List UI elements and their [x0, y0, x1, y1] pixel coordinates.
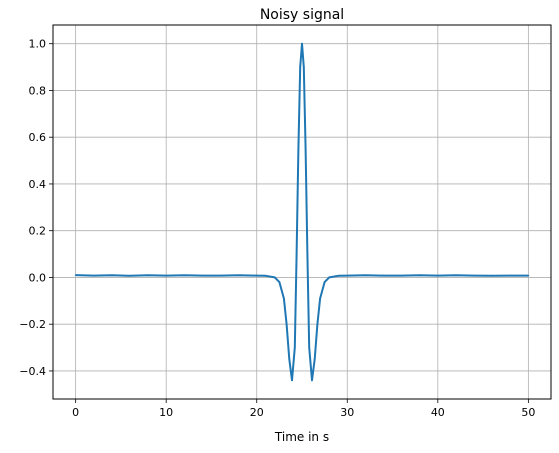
signal-point [165, 274, 167, 277]
y-tick-label: 0.0 [29, 271, 47, 284]
signal-point [328, 276, 330, 279]
signal-point [313, 358, 316, 361]
x-tick-label: 30 [340, 406, 354, 419]
signal-point [382, 274, 385, 277]
signal-point [308, 346, 311, 349]
signal-point [400, 274, 403, 277]
signal-point [509, 274, 512, 277]
signal-point [297, 148, 300, 150]
y-tick-label: −0.4 [19, 365, 46, 378]
signal-point [455, 274, 457, 277]
signal-point [418, 274, 421, 277]
signal-point [491, 275, 493, 277]
y-tick-label: −0.2 [19, 318, 46, 331]
y-tick-label: 0.6 [29, 131, 47, 144]
signal-point [274, 276, 276, 279]
signal-point [278, 281, 281, 283]
x-tick-label: 10 [159, 406, 173, 419]
signal-point [301, 42, 303, 45]
x-axis-label: Time in s [274, 430, 329, 444]
signal-point [111, 274, 113, 277]
signal-point [437, 274, 439, 277]
x-tick-label: 50 [521, 406, 535, 419]
chart-title: Noisy signal [260, 7, 344, 23]
signal-point [92, 274, 95, 277]
signal-point [288, 358, 291, 361]
plot-frame [52, 24, 552, 400]
y-tick-label: 0.8 [29, 84, 47, 97]
signal-point [219, 274, 222, 277]
signal-point [311, 379, 313, 382]
signal-line [75, 42, 529, 382]
signal-point [303, 66, 305, 68]
signal-point [527, 274, 530, 277]
signal-point [323, 281, 326, 283]
signal-point [346, 274, 349, 277]
x-tick-label: 0 [72, 406, 79, 419]
signal-point [285, 323, 288, 326]
signal-point [129, 275, 131, 277]
signal-point [291, 379, 293, 382]
signal-point [255, 274, 258, 277]
x-tick-label: 40 [431, 406, 445, 419]
signal-point [304, 148, 307, 150]
signal-point [319, 297, 321, 300]
signal-point [473, 274, 475, 277]
grid-lines [53, 25, 551, 399]
x-tick-label: 20 [250, 406, 264, 419]
signal-point [295, 253, 298, 255]
y-axis-ticks: −0.4 −0.2 0.0 0.2 0.4 0.6 0.8 1.0 [19, 38, 53, 378]
signal-point [299, 66, 301, 68]
signal-point [337, 275, 340, 277]
signal-point [201, 274, 204, 277]
y-tick-label: 0.2 [29, 225, 47, 238]
signal-point [283, 297, 285, 300]
series-layer [74, 42, 530, 382]
y-tick-label: 1.0 [29, 38, 47, 51]
signal-point [316, 323, 319, 326]
signal-point [293, 346, 296, 349]
y-tick-label: 0.4 [29, 178, 47, 191]
signal-point [264, 275, 267, 277]
signal-point [183, 274, 186, 277]
x-axis-ticks: 0 10 20 30 40 50 [72, 399, 535, 419]
signal-point [306, 253, 309, 255]
signal-point [147, 274, 149, 277]
signal-point [237, 274, 240, 277]
signal-point [74, 274, 77, 276]
signal-point [364, 274, 367, 277]
